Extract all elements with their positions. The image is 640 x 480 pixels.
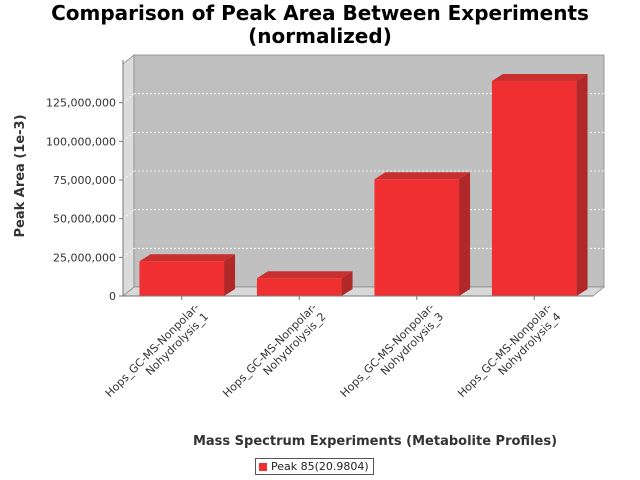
bar-side — [576, 74, 588, 296]
x-tick-label-line: Hops_GC-MS-Nonpolar- — [455, 301, 554, 400]
bar-top — [256, 271, 353, 279]
legend: Peak 85(20.9804) — [255, 458, 374, 475]
x-tick-label-line: Hops_GC-MS-Nonpolar- — [220, 301, 319, 400]
x-tick-label: Hops_GC-MS-Nonpolar-Nohydrolysis_4 — [455, 301, 563, 409]
chart-title-line-1: Comparison of Peak Area Between Experime… — [51, 1, 589, 25]
bar-top — [139, 254, 236, 262]
x-axis-title: Mass Spectrum Experiments (Metabolite Pr… — [193, 434, 557, 449]
bar-front — [139, 261, 225, 296]
y-axis-title: Peak Area (1e-3) — [13, 114, 28, 237]
legend-label: Peak 85(20.9804) — [271, 460, 369, 473]
bar-front — [374, 179, 460, 296]
bar — [491, 74, 588, 296]
bar — [256, 271, 353, 296]
bar-top — [491, 74, 588, 82]
x-tick-labels: Hops_GC-MS-Nonpolar-Nohydrolysis_1 Hops_G… — [103, 296, 564, 409]
bar-side — [224, 254, 236, 296]
x-tick-label: Hops_GC-MS-Nonpolar-Nohydrolysis_1 — [103, 301, 211, 409]
bar-top — [374, 172, 471, 180]
y-tick-label: 0 — [109, 290, 116, 303]
y-tick-label: 125,000,000 — [46, 97, 116, 110]
y-tick-label: 75,000,000 — [53, 174, 116, 187]
x-tick-label: Hops_GC-MS-Nonpolar-Nohydrolysis_2 — [220, 301, 328, 409]
x-tick-label: Hops_GC-MS-Nonpolar-Nohydrolysis_3 — [338, 301, 446, 409]
bar-side — [459, 172, 471, 296]
x-tick-label-line: Hops_GC-MS-Nonpolar- — [338, 301, 437, 400]
x-tick-label-line: Hops_GC-MS-Nonpolar- — [103, 301, 202, 400]
legend-swatch — [259, 462, 267, 471]
axes — [122, 60, 593, 297]
y-tick-label: 100,000,000 — [46, 135, 116, 148]
bars — [139, 74, 588, 296]
y-tick-label: 50,000,000 — [53, 213, 116, 226]
chart-title: Comparison of Peak Area Between Experime… — [0, 2, 640, 48]
bar — [374, 172, 471, 296]
bar-front — [256, 278, 342, 296]
plot-side-wall — [122, 54, 135, 297]
bar-side — [341, 271, 353, 296]
chart-title-line-2: (normalized) — [248, 24, 392, 48]
bar — [139, 254, 236, 296]
y-tick-label: 25,000,000 — [53, 251, 116, 264]
bar-front — [491, 81, 577, 296]
y-ticks: 0 25,000,000 50,000,000 75,000,000 100,000,0… — [46, 97, 123, 303]
